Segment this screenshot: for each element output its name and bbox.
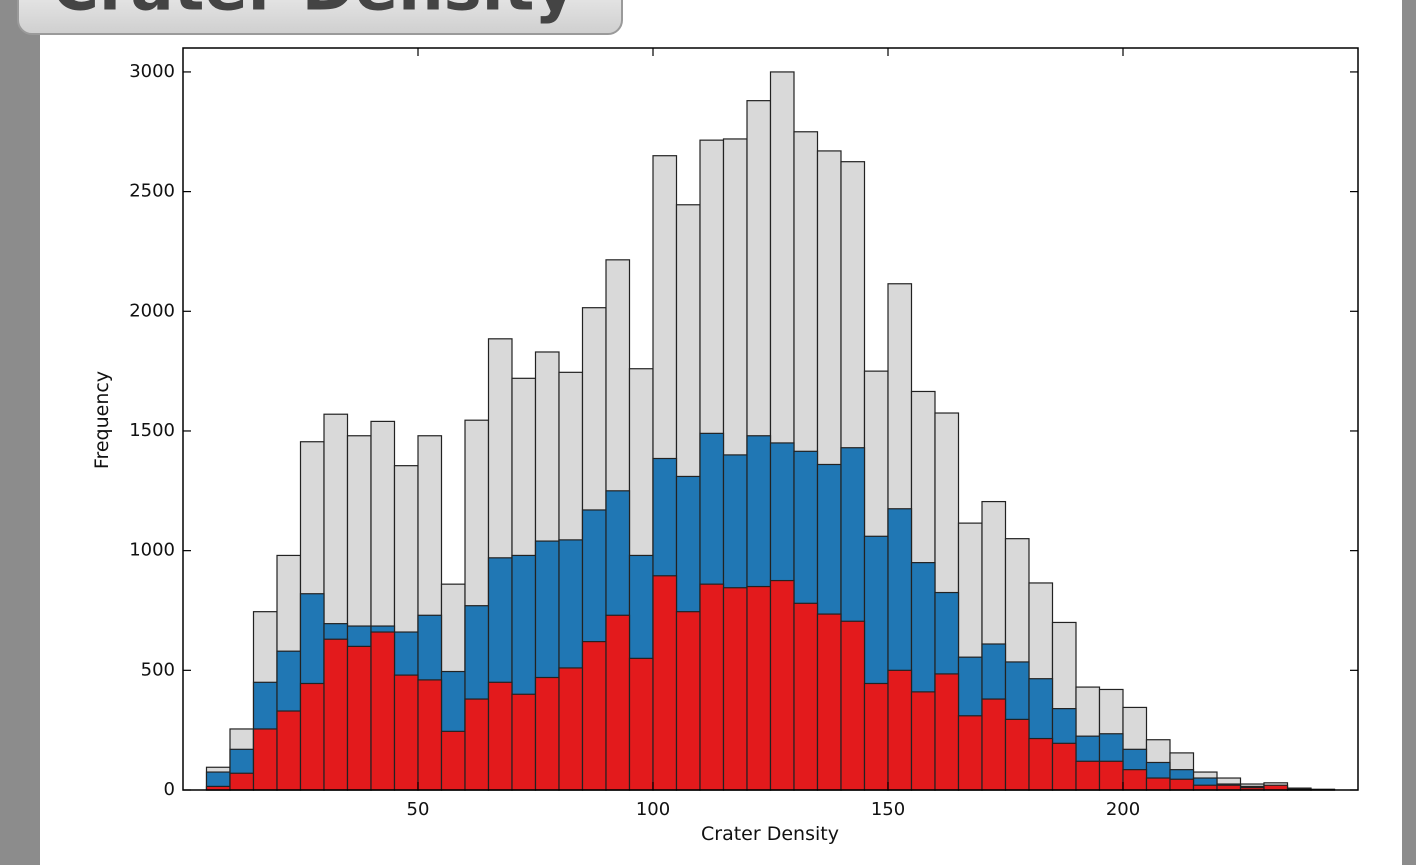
bar [957, 715, 983, 791]
plot-frame [182, 47, 1359, 791]
bar [370, 631, 396, 791]
bar [299, 682, 325, 791]
bar [863, 682, 889, 791]
bar [1051, 742, 1077, 791]
y-tick-label: 1500 [129, 420, 175, 441]
bar [675, 611, 701, 791]
y-axis-label: Frequency [91, 371, 113, 469]
x-tick-label: 100 [636, 799, 670, 820]
bar [393, 674, 419, 791]
bar [323, 638, 349, 791]
x-axis-label: Crater Density [701, 823, 839, 845]
bar [628, 657, 654, 791]
bar [440, 730, 466, 791]
bar [887, 669, 913, 791]
bar [769, 579, 795, 791]
bar [511, 693, 537, 791]
bar [746, 585, 772, 791]
bar [605, 614, 631, 791]
y-tick-label: 500 [141, 659, 175, 680]
y-tick-label: 1000 [129, 540, 175, 561]
bar [1098, 760, 1124, 791]
bar [1145, 777, 1171, 791]
bar [652, 575, 678, 791]
bar [417, 679, 443, 791]
bar [229, 772, 255, 791]
chart-title: Crater Density [52, 0, 576, 26]
bar [816, 613, 842, 791]
bar [346, 645, 372, 791]
bar [252, 728, 278, 791]
bar [276, 710, 302, 791]
bar [487, 681, 513, 791]
bar [558, 667, 584, 791]
y-tick-label: 2500 [129, 181, 175, 202]
y-tick-label: 3000 [129, 61, 175, 82]
bar [464, 698, 490, 791]
x-tick-label: 200 [1106, 799, 1140, 820]
bar [534, 676, 560, 791]
x-tick-label: 150 [871, 799, 905, 820]
bar [1004, 718, 1030, 791]
bar [840, 620, 866, 791]
bar [1122, 769, 1148, 791]
x-tick-label: 50 [407, 799, 430, 820]
title-tab [17, 0, 623, 35]
bar [1028, 737, 1054, 791]
bar [793, 602, 819, 791]
bar [910, 691, 936, 791]
bar [1075, 760, 1101, 791]
bar [1169, 778, 1195, 791]
bar [581, 640, 607, 791]
y-tick-label: 0 [164, 779, 175, 800]
bar [699, 583, 725, 791]
bar [722, 587, 748, 791]
bar [934, 673, 960, 791]
bar [981, 698, 1007, 791]
y-tick-label: 2000 [129, 300, 175, 321]
